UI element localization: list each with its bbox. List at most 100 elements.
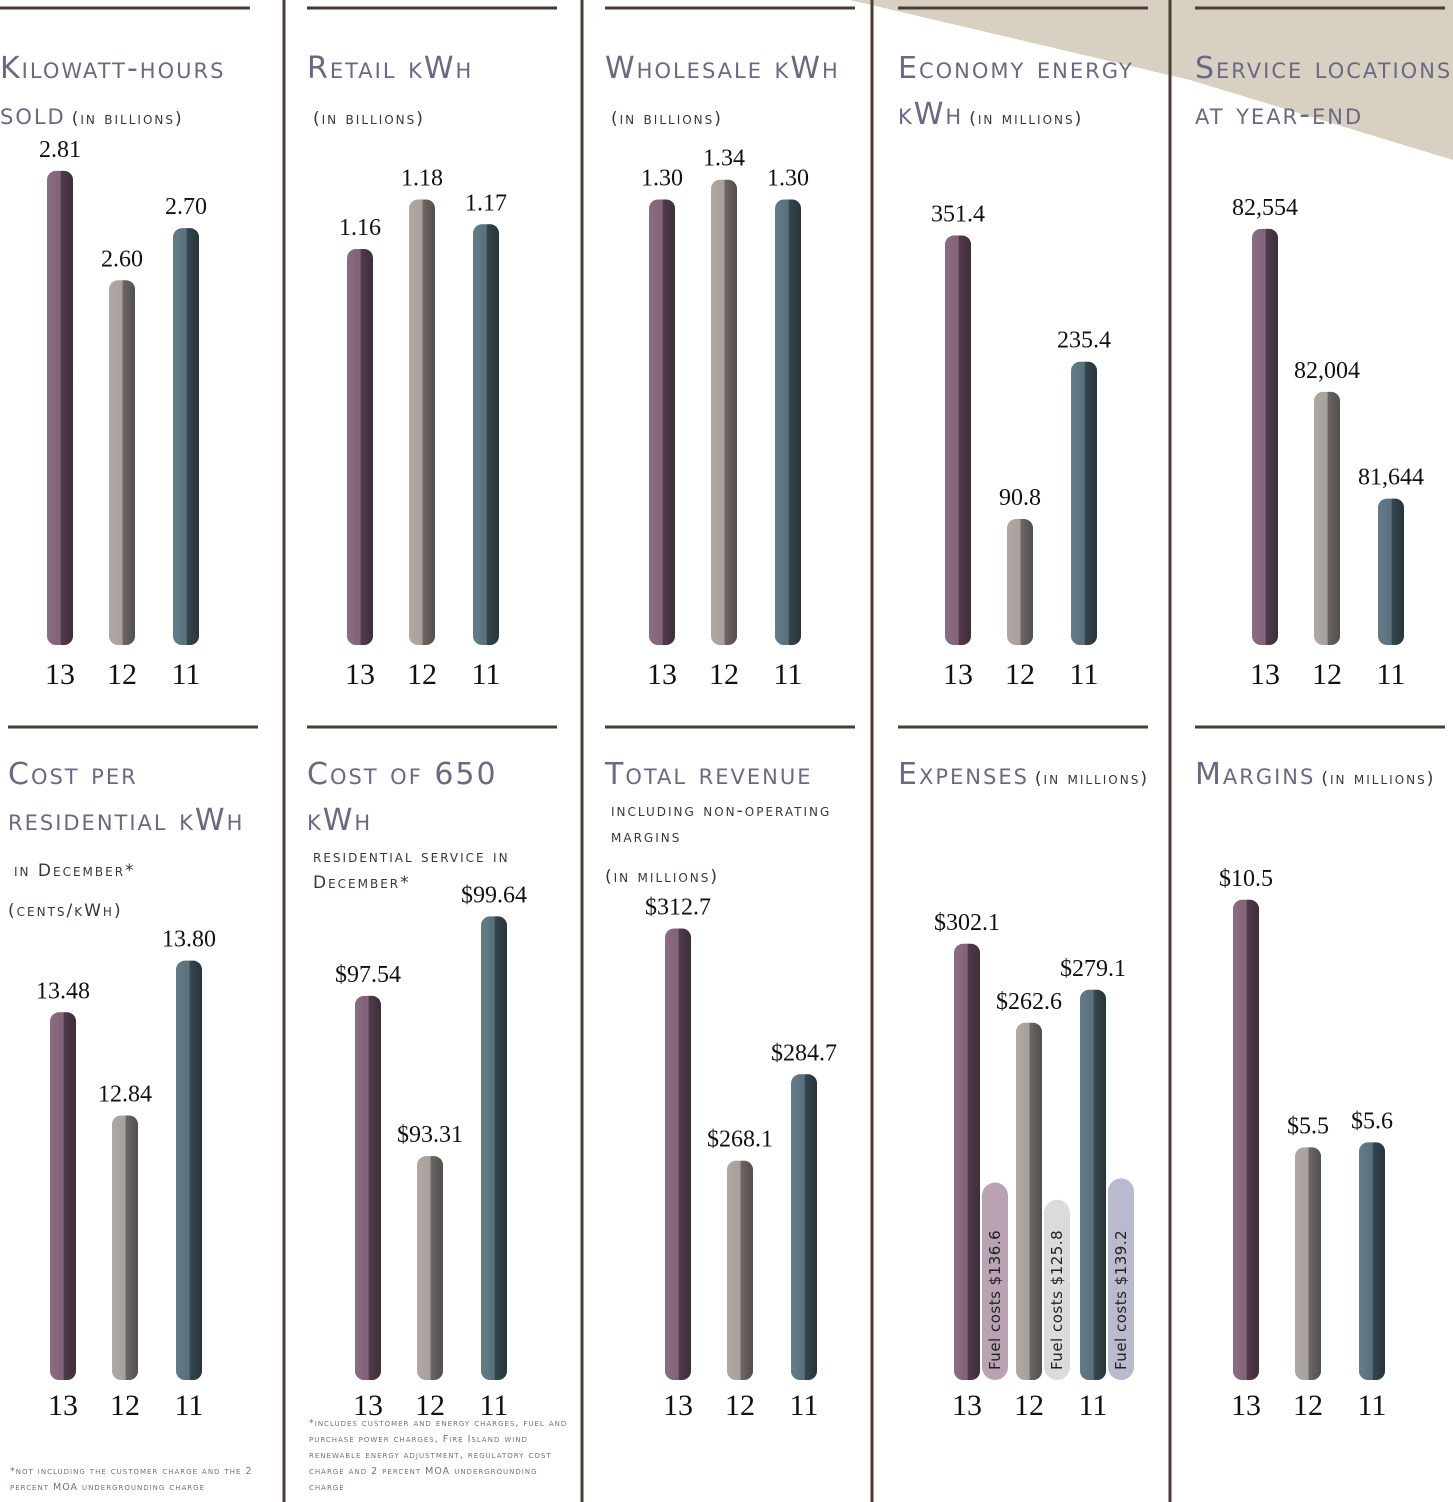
value-label: $279.1 (1060, 956, 1126, 982)
chart-title-block: Total revenue including non-operating mar… (605, 752, 867, 892)
x-tick-label: 12 (725, 1389, 755, 1422)
chart-subtitle: residential service in December* (313, 847, 510, 893)
fuel-label: Fuel costs $139.2 (1112, 1230, 1130, 1370)
x-tick-label: 13 (48, 1389, 78, 1422)
bar (945, 235, 971, 645)
chart-title-block: Expenses (in millions) (898, 752, 1160, 798)
value-label: 13.48 (36, 978, 90, 1004)
value-label: 1.30 (641, 166, 683, 192)
bar (109, 280, 135, 645)
value-label: 1.17 (465, 190, 507, 216)
value-label: $97.54 (335, 962, 401, 988)
bar (649, 199, 675, 645)
chart-subtitle: (in millions) (1034, 769, 1149, 789)
value-label: 82,004 (1294, 358, 1360, 384)
bar (1252, 228, 1278, 646)
chart-unit: (in millions) (605, 867, 720, 887)
chart-title-block: Kilowatt-hours sold (in billions) (0, 46, 262, 138)
fuel-bar (1108, 1178, 1134, 1380)
x-tick-label: 11 (1377, 658, 1406, 691)
value-label: 82,554 (1232, 195, 1298, 221)
bar (417, 1156, 443, 1380)
chart-subtitle: including non-operating margins (611, 801, 832, 847)
footnote: *not including the customer charge and t… (10, 1466, 253, 1493)
value-label: 1.18 (401, 166, 443, 192)
chart-title-block: Margins (in millions) (1195, 752, 1453, 798)
chart-title-block: Cost per residential kWh in December* (cen… (8, 752, 270, 926)
value-label: 235.4 (1057, 328, 1111, 354)
value-label: $93.31 (397, 1122, 463, 1148)
bar (791, 1074, 817, 1380)
x-tick-label: 11 (172, 658, 201, 691)
x-tick-label: 13 (647, 658, 677, 691)
chart-title-block: Wholesale kWh (in billions) (605, 46, 867, 138)
fuel-label: Fuel costs $125.8 (1048, 1230, 1066, 1370)
value-label: 351.4 (931, 202, 985, 228)
bar (1314, 391, 1340, 645)
bar (409, 199, 435, 645)
x-tick-label: 11 (1358, 1389, 1387, 1422)
x-tick-label: 13 (943, 658, 973, 691)
footnote: *includes customer and energy charges, f… (309, 1418, 568, 1493)
bar (173, 228, 199, 645)
value-label: $302.1 (934, 910, 1000, 936)
chart-title: Cost per residential kWh (8, 757, 245, 838)
value-label: $5.6 (1351, 1108, 1393, 1134)
x-tick-label: 13 (663, 1389, 693, 1422)
chart-title-block: Retail kWh (in billions) (307, 46, 569, 138)
x-tick-label: 12 (415, 1389, 445, 1422)
bar (954, 943, 980, 1380)
x-tick-label: 11 (1070, 658, 1099, 691)
bar (112, 1115, 138, 1380)
chart-title: Expenses (898, 757, 1029, 792)
value-label: $262.6 (996, 989, 1062, 1015)
value-label: $268.1 (707, 1127, 773, 1153)
x-tick-label: 11 (480, 1389, 509, 1422)
value-label: 2.81 (39, 137, 81, 163)
fuel-bar (1044, 1199, 1070, 1380)
x-tick-label: 11 (1079, 1389, 1108, 1422)
bar (473, 224, 499, 645)
value-label: 2.70 (165, 194, 207, 220)
value-label: 90.8 (999, 485, 1041, 511)
value-label: 12.84 (98, 1081, 152, 1107)
value-label: 1.16 (339, 215, 381, 241)
value-label: $284.7 (771, 1040, 837, 1066)
value-label: 13.80 (162, 927, 216, 953)
x-tick-label: 13 (353, 1389, 383, 1422)
value-label: $312.7 (645, 894, 711, 920)
chart-subtitle: in December* (14, 861, 136, 881)
bar (50, 1012, 76, 1380)
chart-title: Wholesale kWh (605, 51, 840, 86)
chart-title: Margins (1195, 757, 1316, 792)
chart-subtitle: (in billions) (71, 109, 184, 129)
fuel-label: Fuel costs $136.6 (986, 1230, 1004, 1370)
x-tick-label: 12 (1014, 1389, 1044, 1422)
chart-panel: $10.5 $5.5 $5.6 13 12 11 (1195, 725, 1445, 1422)
bar (176, 960, 202, 1380)
x-tick-label: 11 (472, 658, 501, 691)
x-tick-label: 13 (952, 1389, 982, 1422)
value-label: $5.5 (1287, 1113, 1329, 1139)
bar (1016, 1022, 1042, 1380)
chart-panel: $302.1 $262.6 $279.1 Fuel costs $136.6 Fuel … (898, 725, 1148, 1422)
chart-title: Cost of 650 kWh (307, 757, 498, 838)
x-tick-label: 11 (774, 658, 803, 691)
x-tick-label: 13 (1250, 658, 1280, 691)
chart-title: Kilowatt-hours sold (0, 51, 226, 132)
value-label: 1.34 (703, 146, 745, 172)
bar (1071, 361, 1097, 645)
x-tick-label: 12 (1005, 658, 1035, 691)
bar (1359, 1142, 1385, 1380)
bar (1007, 519, 1033, 645)
x-tick-label: 12 (110, 1389, 140, 1422)
x-tick-label: 11 (175, 1389, 204, 1422)
bar (1233, 899, 1259, 1380)
chart-title-block: Service locations at year-end (1195, 46, 1453, 138)
x-tick-label: 12 (709, 658, 739, 691)
chart-subtitle: (in billions) (313, 109, 425, 129)
bar (775, 199, 801, 645)
x-tick-label: 13 (45, 658, 75, 691)
x-tick-label: 13 (345, 658, 375, 691)
